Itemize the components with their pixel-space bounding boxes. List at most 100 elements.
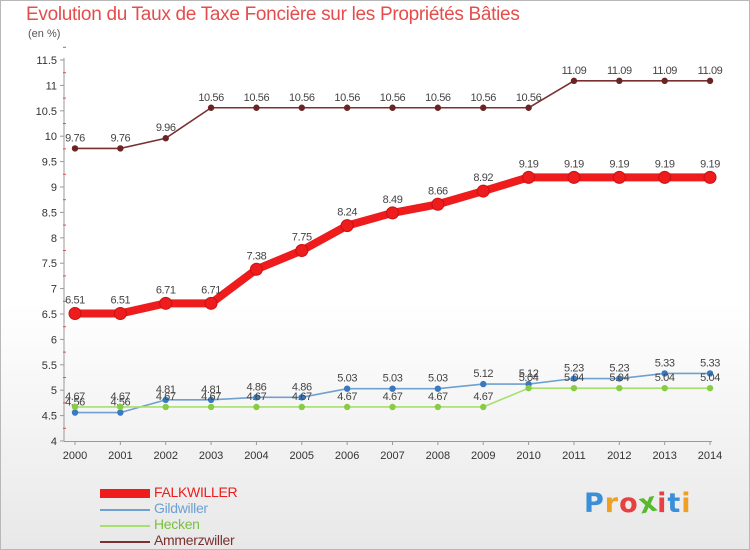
data-label: 5.04 [564, 372, 584, 384]
y-tick-label: 7 [51, 284, 57, 296]
legend-swatch [100, 489, 150, 498]
data-point [616, 375, 623, 382]
data-point [71, 403, 79, 411]
data-point [159, 296, 173, 310]
data-point [295, 244, 309, 257]
data-label: 11.09 [652, 65, 677, 77]
data-label: 9.19 [609, 158, 629, 170]
y-tick-label: 8.5 [42, 207, 57, 219]
data-label: 11.09 [562, 65, 587, 77]
data-point [616, 77, 623, 85]
legend-label: Ammerzwiller [154, 532, 235, 548]
data-label: 9.96 [156, 122, 176, 134]
data-label: 5.33 [700, 357, 720, 369]
data-point [71, 409, 79, 416]
data-point [658, 170, 672, 184]
data-point [343, 104, 351, 111]
data-point [71, 145, 79, 152]
data-label: 4.67 [292, 391, 312, 403]
data-label: 10.56 [334, 92, 360, 104]
y-tick-label: 5.5 [42, 360, 57, 372]
data-label: 10.56 [425, 92, 451, 104]
data-label: 6.71 [201, 284, 221, 296]
data-point [207, 396, 215, 404]
y-tick-label: 4.5 [42, 411, 57, 423]
y-tick-label: 5 [51, 385, 57, 397]
y-tick-label: 8 [51, 233, 57, 245]
data-point [570, 384, 578, 392]
data-point [389, 403, 396, 411]
logo-letter: t [667, 488, 682, 519]
data-label: 5.04 [700, 372, 720, 384]
logo-letter: i [657, 488, 668, 519]
data-point [253, 394, 260, 401]
y-tick-label: 10.5 [36, 106, 57, 118]
legend-swatch [100, 525, 150, 527]
data-point [706, 77, 714, 85]
data-label: 8.49 [383, 194, 403, 206]
data-point [706, 384, 714, 392]
data-point [434, 104, 442, 111]
data-label: 4.67 [428, 391, 448, 403]
data-label: 5.04 [609, 372, 629, 384]
x-tick-label: 2009 [471, 450, 495, 462]
data-label: 5.03 [428, 373, 448, 385]
logo-letter: P [584, 488, 605, 519]
data-label: 5.23 [564, 363, 584, 375]
data-point [661, 370, 668, 377]
data-point [706, 370, 714, 377]
x-tick-label: 2012 [607, 450, 631, 462]
x-tick-label: 2001 [108, 450, 132, 462]
data-label: 7.38 [247, 250, 267, 262]
data-label: 8.24 [337, 207, 357, 219]
data-label: 6.71 [156, 284, 176, 296]
x-tick-label: 2011 [562, 450, 586, 462]
data-label: 4.67 [110, 391, 130, 403]
data-label: 9.19 [519, 158, 539, 170]
data-label: 9.19 [700, 158, 720, 170]
data-point [117, 145, 124, 152]
data-label: 8.92 [473, 172, 493, 184]
y-tick-label: 10 [45, 131, 57, 143]
data-label: 4.67 [473, 391, 493, 403]
data-label: 4.67 [156, 391, 176, 403]
data-point [431, 197, 445, 211]
data-point [207, 403, 215, 411]
chart-title: Evolution du Taux de Taxe Foncière sur l… [26, 4, 520, 25]
logo-letter: r [604, 488, 620, 519]
data-label: 5.04 [655, 372, 675, 384]
data-label: 10.56 [198, 92, 224, 104]
data-label: 10.56 [244, 92, 270, 104]
x-tick-label: 2002 [153, 450, 177, 462]
data-label: 5.04 [519, 372, 539, 384]
data-point [249, 262, 263, 276]
x-tick-label: 2003 [199, 450, 223, 462]
data-label: 10.56 [289, 92, 315, 104]
data-point [340, 219, 354, 233]
data-point [162, 135, 169, 142]
data-point [480, 380, 487, 388]
data-label: 5.23 [609, 363, 629, 375]
y-tick-label: 9 [51, 182, 57, 194]
data-label: 4.81 [201, 384, 221, 396]
legend-swatch [100, 541, 150, 543]
data-point [204, 296, 218, 310]
data-label: 4.81 [156, 384, 176, 396]
data-label: 8.66 [428, 185, 448, 197]
data-point [480, 104, 487, 111]
data-point [343, 403, 351, 411]
data-label: 4.56 [65, 397, 85, 409]
data-point [567, 170, 581, 184]
y-tick-label: 6.5 [42, 309, 57, 321]
logo-letter: i [681, 488, 692, 519]
data-point [162, 396, 169, 404]
data-label: 4.67 [247, 391, 267, 403]
data-point [525, 384, 532, 392]
data-point [522, 170, 536, 184]
data-label: 4.86 [292, 381, 312, 393]
data-point [162, 403, 169, 411]
data-label: 4.67 [337, 391, 357, 403]
data-point [386, 206, 400, 220]
legend-label: Hecken [154, 516, 200, 532]
